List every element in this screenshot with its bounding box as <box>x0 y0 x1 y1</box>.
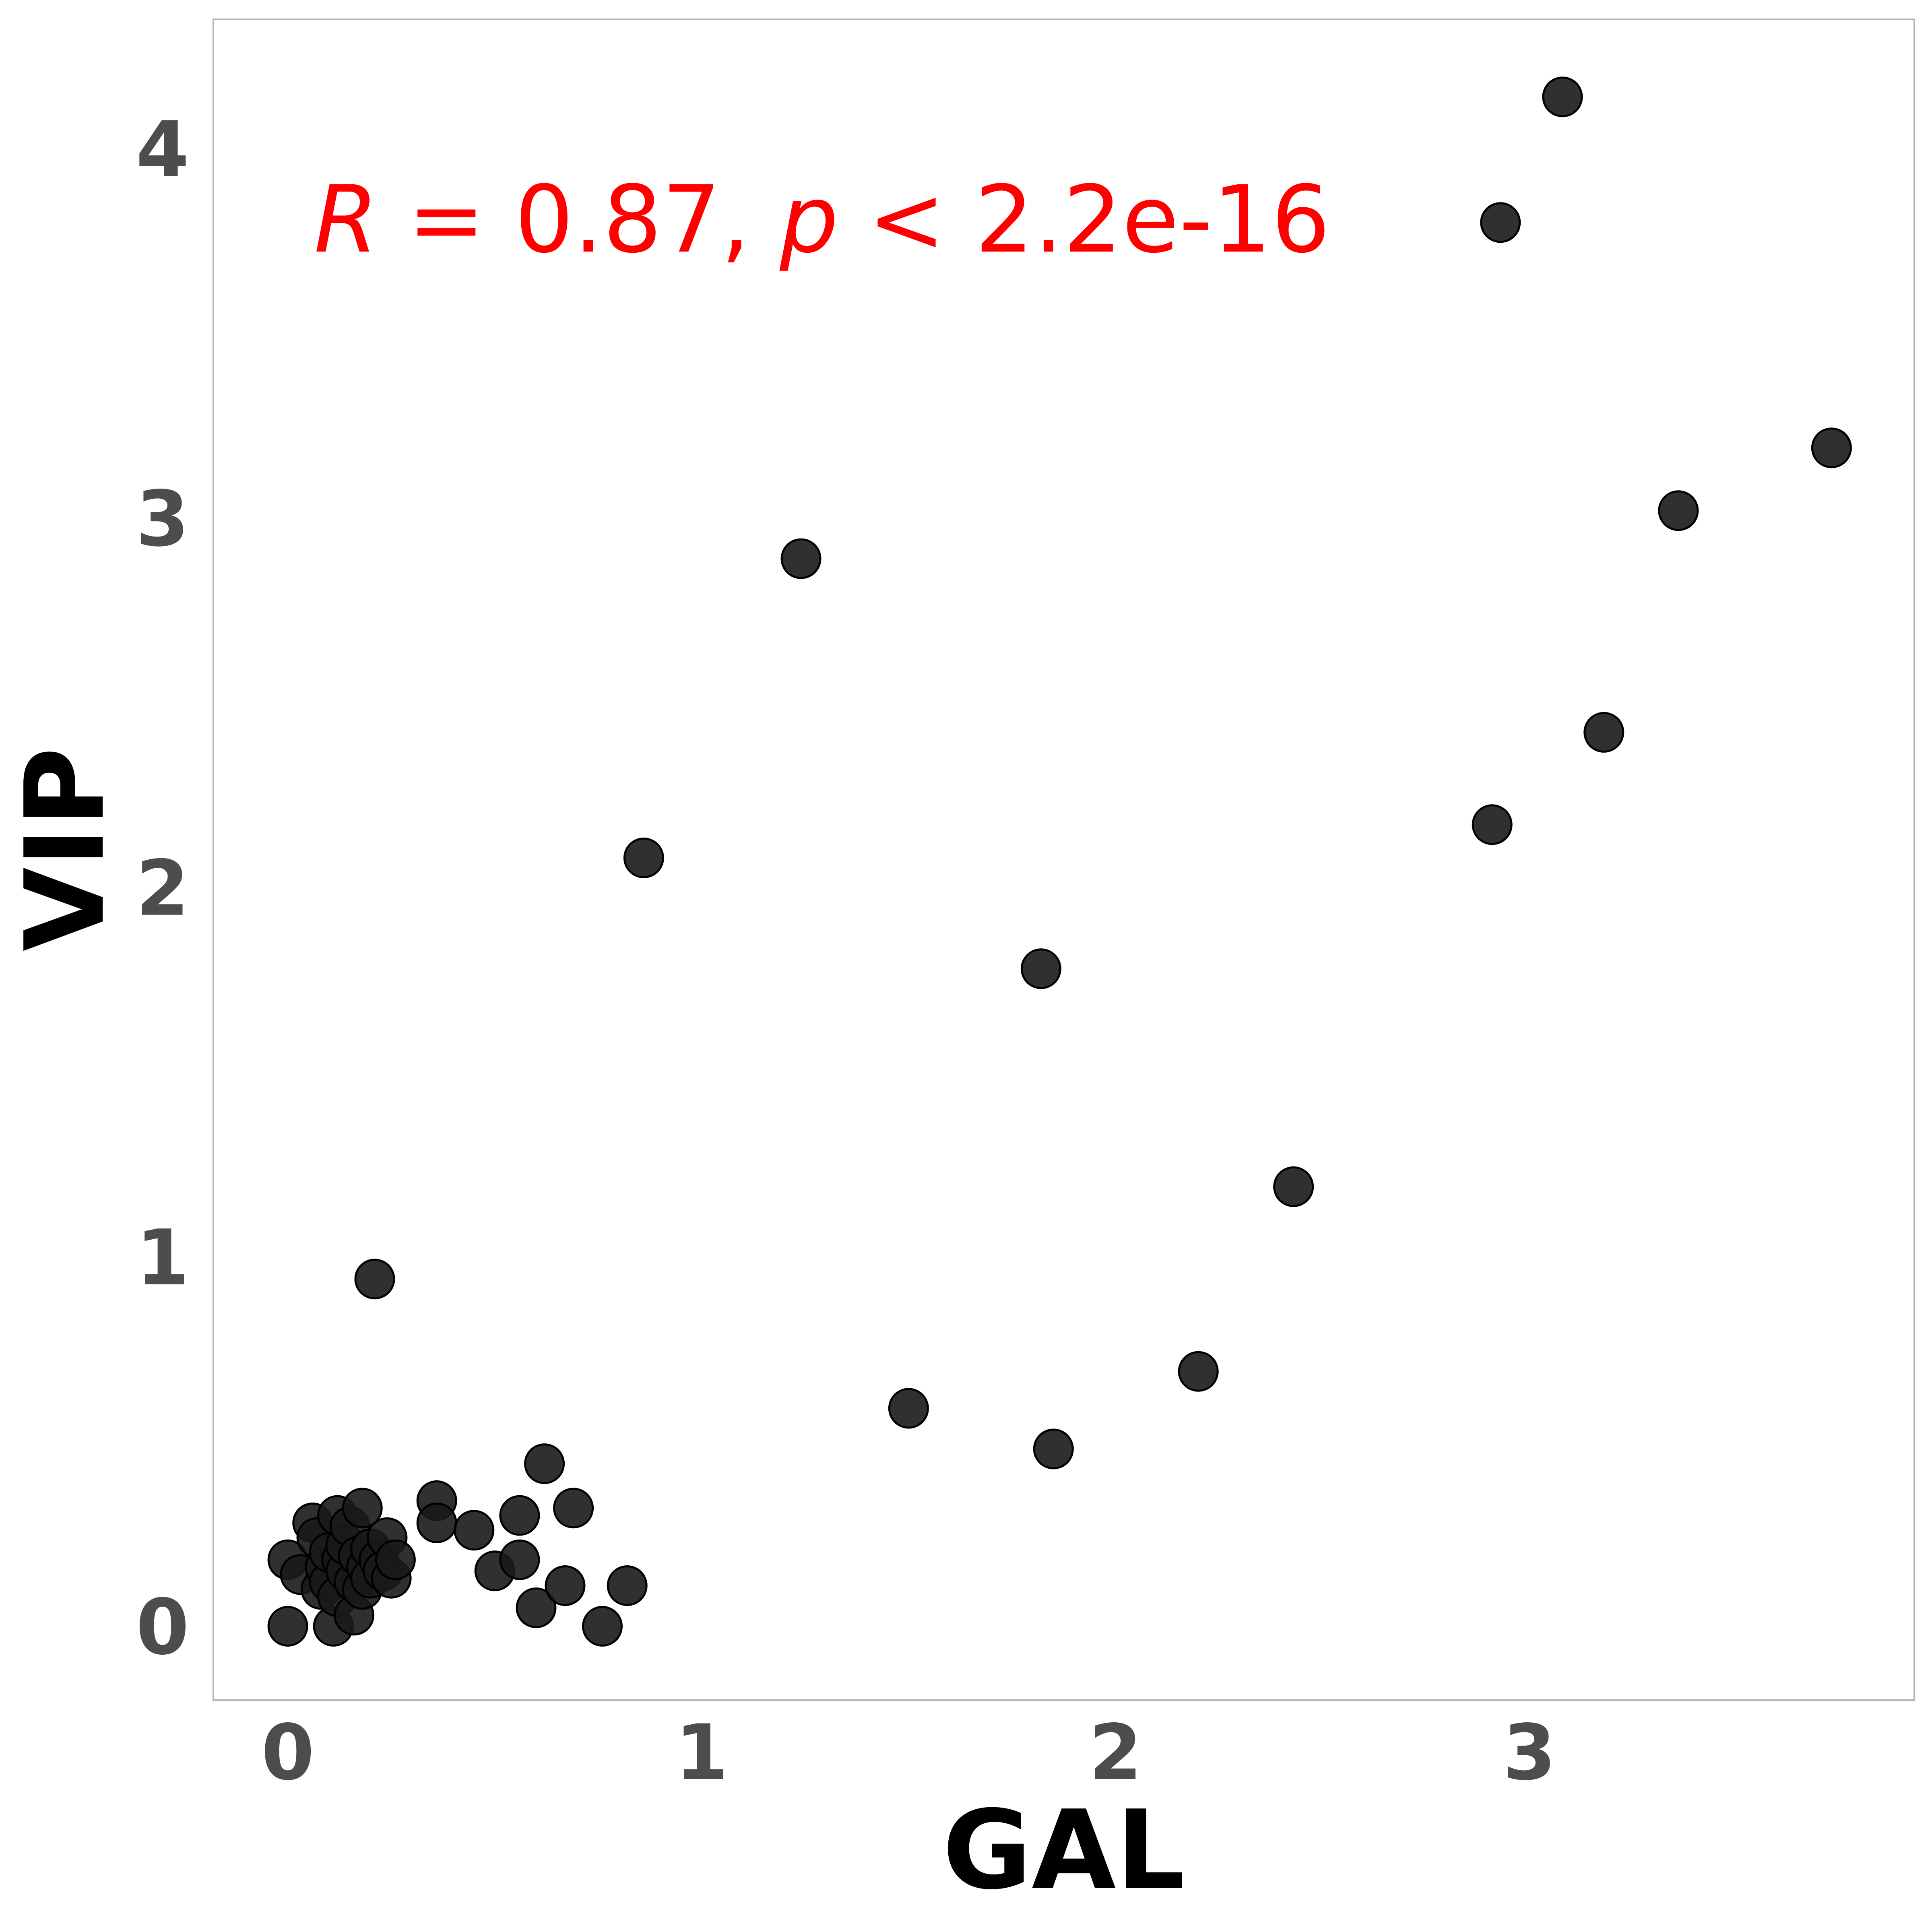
data-point <box>623 837 664 878</box>
data-point <box>582 1606 623 1647</box>
x-axis-ticks: 0 1 2 3 <box>261 1708 1556 1797</box>
data-point <box>1472 804 1513 845</box>
data-point <box>888 1388 929 1429</box>
y-tick-label: 1 <box>136 1214 189 1302</box>
data-point <box>499 1539 540 1580</box>
data-point <box>267 1606 308 1647</box>
y-axis-ticks: 0 1 2 3 4 <box>136 105 189 1672</box>
data-point <box>1658 490 1699 531</box>
data-point <box>354 1259 395 1300</box>
x-tick-label: 0 <box>261 1708 314 1797</box>
x-tick-label: 2 <box>1089 1708 1142 1797</box>
data-point <box>553 1488 594 1529</box>
data-point <box>454 1510 495 1551</box>
x-tick-label: 3 <box>1503 1708 1556 1797</box>
data-point <box>375 1539 416 1580</box>
data-point <box>1033 1428 1074 1470</box>
data-point <box>1178 1351 1219 1392</box>
data-points <box>267 76 1852 1647</box>
p-value: < 2.2e-16 <box>838 166 1330 274</box>
data-point <box>1020 948 1061 989</box>
data-point <box>1480 202 1521 243</box>
data-point <box>1811 427 1852 469</box>
data-point <box>780 538 822 579</box>
y-tick-label: 2 <box>136 844 189 933</box>
p-symbol: p <box>779 166 838 274</box>
data-point <box>1542 76 1583 118</box>
data-point <box>524 1443 565 1484</box>
data-point <box>416 1503 457 1543</box>
data-point <box>499 1495 540 1536</box>
y-axis-title: VIP <box>2 747 128 951</box>
r-symbol: R <box>314 166 378 274</box>
y-tick-label: 4 <box>136 105 189 194</box>
data-point <box>516 1587 557 1628</box>
data-point <box>607 1565 648 1606</box>
data-point <box>1273 1166 1314 1207</box>
y-tick-label: 3 <box>136 475 189 564</box>
data-point <box>545 1565 586 1606</box>
y-tick-label: 0 <box>136 1583 189 1672</box>
data-point <box>1583 712 1624 753</box>
data-point <box>342 1488 383 1529</box>
x-axis-title: GAL <box>943 1787 1185 1913</box>
x-tick-label: 1 <box>675 1708 728 1797</box>
plot-panel <box>213 19 1915 1701</box>
correlation-annotation: R = 0.87, p < 2.2e-16 <box>314 166 1330 274</box>
r-value: = 0.87, <box>378 166 780 274</box>
